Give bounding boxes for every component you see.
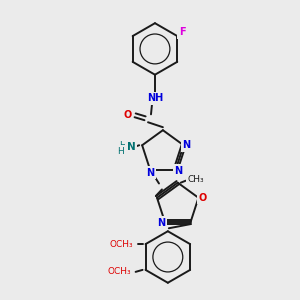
Text: N: N: [146, 168, 154, 178]
Text: N: N: [182, 140, 190, 150]
Text: N: N: [175, 166, 183, 176]
Text: OCH₃: OCH₃: [108, 267, 132, 276]
Text: N: N: [157, 218, 165, 228]
Text: O: O: [198, 193, 207, 203]
Text: CH₃: CH₃: [187, 175, 204, 184]
Text: H: H: [119, 141, 126, 150]
Text: N: N: [127, 142, 136, 152]
Text: OCH₃: OCH₃: [110, 240, 134, 249]
Text: F: F: [179, 27, 185, 37]
Text: H: H: [117, 147, 124, 156]
Text: NH: NH: [147, 94, 163, 103]
Text: O: O: [123, 110, 131, 120]
